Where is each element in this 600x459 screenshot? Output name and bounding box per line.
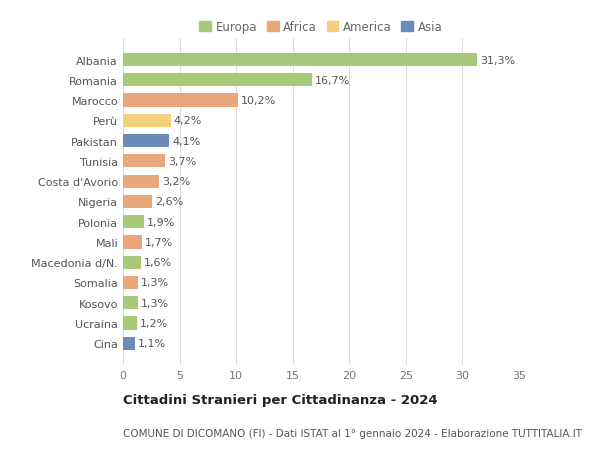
Bar: [123, 94, 238, 107]
Bar: [123, 155, 165, 168]
Text: 4,2%: 4,2%: [173, 116, 202, 126]
Text: 3,7%: 3,7%: [167, 157, 196, 167]
Bar: [123, 196, 152, 208]
Bar: [123, 54, 477, 67]
Bar: [123, 135, 169, 148]
Bar: [123, 74, 312, 87]
Legend: Europa, Africa, America, Asia: Europa, Africa, America, Asia: [197, 19, 445, 37]
Bar: [123, 276, 138, 290]
Text: 10,2%: 10,2%: [241, 96, 277, 106]
Bar: [123, 175, 159, 188]
Bar: [123, 337, 136, 350]
Text: 4,1%: 4,1%: [172, 136, 200, 146]
Bar: [123, 256, 141, 269]
Text: 1,7%: 1,7%: [145, 237, 173, 247]
Text: 1,1%: 1,1%: [138, 339, 166, 348]
Text: 3,2%: 3,2%: [162, 177, 190, 187]
Text: 1,3%: 1,3%: [140, 298, 169, 308]
Text: 1,2%: 1,2%: [139, 318, 167, 328]
Text: Cittadini Stranieri per Cittadinanza - 2024: Cittadini Stranieri per Cittadinanza - 2…: [123, 393, 437, 406]
Bar: [123, 297, 138, 310]
Bar: [123, 114, 170, 128]
Text: 1,9%: 1,9%: [148, 217, 176, 227]
Text: 31,3%: 31,3%: [480, 56, 515, 65]
Bar: [123, 216, 145, 229]
Bar: [123, 317, 137, 330]
Text: 1,6%: 1,6%: [144, 257, 172, 268]
Bar: [123, 236, 142, 249]
Text: 1,3%: 1,3%: [140, 278, 169, 288]
Text: 2,6%: 2,6%: [155, 197, 184, 207]
Text: COMUNE DI DICOMANO (FI) - Dati ISTAT al 1° gennaio 2024 - Elaborazione TUTTITALI: COMUNE DI DICOMANO (FI) - Dati ISTAT al …: [123, 428, 582, 438]
Text: 16,7%: 16,7%: [315, 76, 350, 86]
